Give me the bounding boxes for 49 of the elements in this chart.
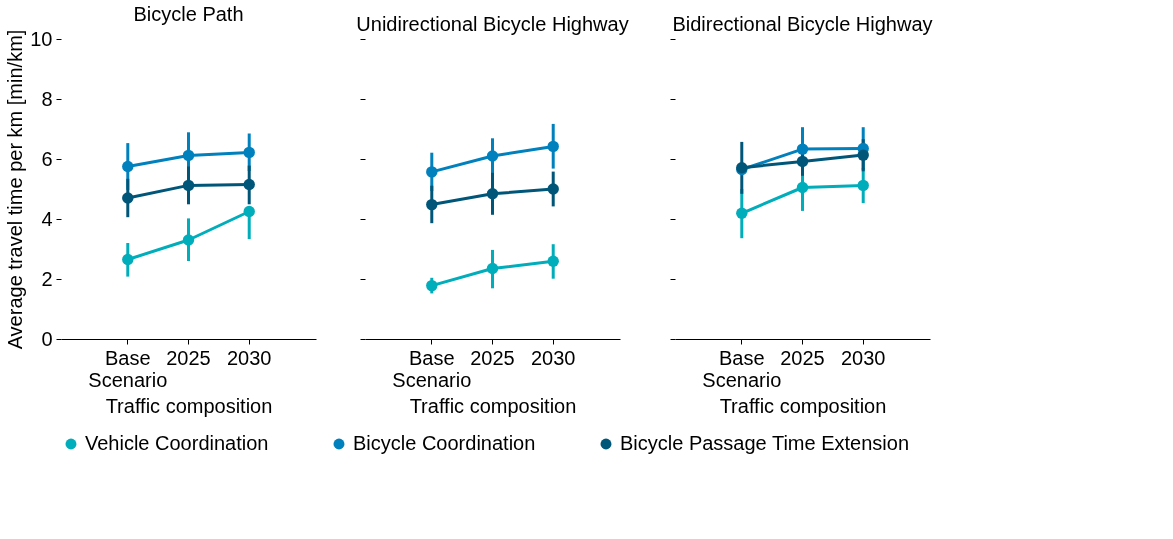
y-tick-label: 2 <box>41 267 53 290</box>
y-axis-title: Average travel time per km [min/km] <box>4 29 27 350</box>
legend-label: Bicycle Passage Time Extension <box>620 432 910 454</box>
point <box>243 146 255 159</box>
x-tick-label: 2025 <box>470 346 515 369</box>
point <box>426 166 438 178</box>
x-tick-label: 2030 <box>226 346 272 369</box>
legend-label: Vehicle Coordination <box>85 432 269 454</box>
legend-label: Bicycle Coordination <box>353 432 536 454</box>
point <box>122 160 134 173</box>
point <box>796 155 809 168</box>
y-tick-label: 0 <box>41 327 53 350</box>
point <box>796 181 809 194</box>
point <box>486 150 499 162</box>
point <box>243 205 255 218</box>
x-axis-title: Traffic composition <box>105 394 273 417</box>
point <box>426 198 438 211</box>
chart-title: Unidirectional Bicycle Highway <box>356 12 629 35</box>
point <box>547 183 559 195</box>
chart-title: Bicycle Path <box>133 3 244 25</box>
x-axis-title: Traffic composition <box>719 394 887 417</box>
point <box>796 143 809 155</box>
x-tick-label: Base Scenario <box>392 346 472 391</box>
point <box>122 253 134 266</box>
chart-title: Bidirectional Bicycle Highway <box>672 12 933 35</box>
x-tick-label: Base Scenario <box>702 346 782 391</box>
x-tick-label: 2025 <box>780 346 825 369</box>
y-tick-label: 8 <box>41 87 53 110</box>
x-tick-label: Base Scenario <box>88 346 168 391</box>
point <box>182 149 195 162</box>
point <box>857 149 869 161</box>
point <box>547 255 559 267</box>
y-tick-label: 6 <box>41 147 53 170</box>
y-tick-label: 4 <box>41 207 53 230</box>
point <box>182 234 195 246</box>
y-tick-label: 10 <box>30 27 53 50</box>
x-tick-label: 2025 <box>166 346 211 369</box>
point <box>547 140 559 153</box>
point <box>486 188 499 200</box>
point <box>182 179 195 192</box>
point <box>736 207 748 219</box>
x-tick-label: 2030 <box>530 346 576 369</box>
point <box>486 262 499 275</box>
x-tick-label: 2030 <box>840 346 886 369</box>
point <box>857 179 869 192</box>
point <box>122 192 134 204</box>
point <box>243 178 255 191</box>
x-axis-title: Traffic composition <box>409 394 577 417</box>
point <box>426 279 438 292</box>
